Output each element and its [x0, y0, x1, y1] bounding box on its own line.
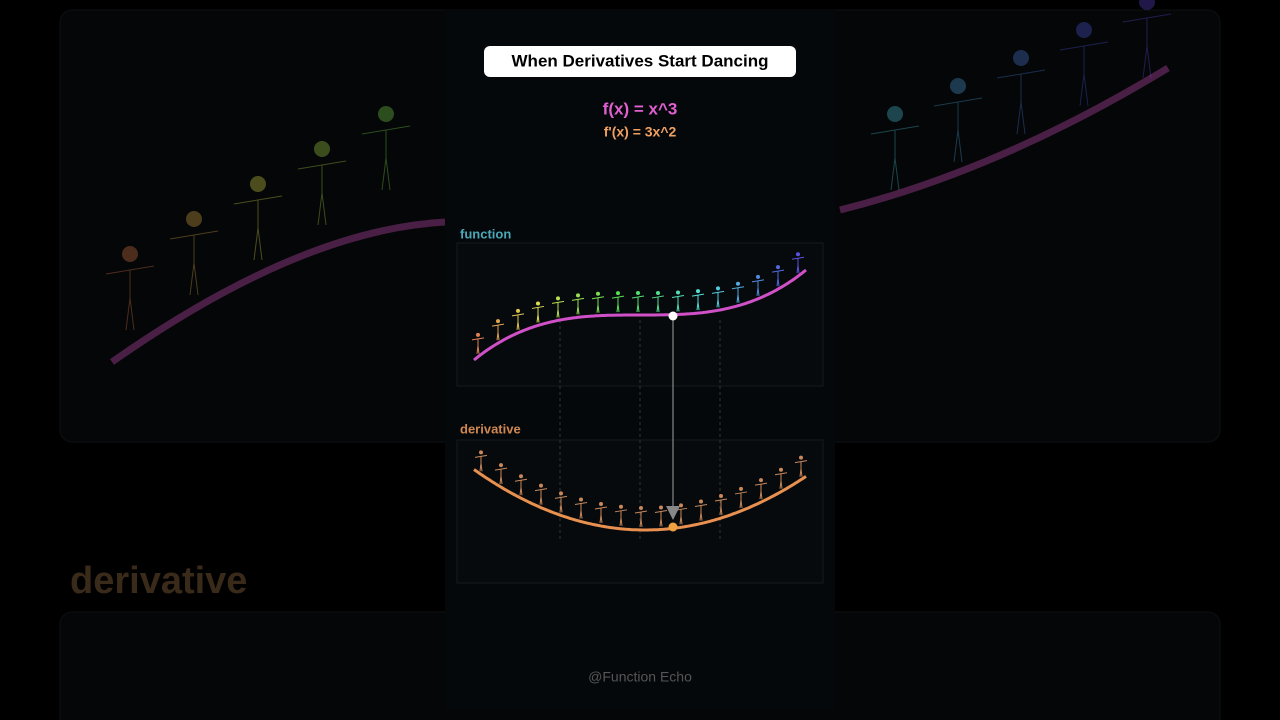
- stick-figure: [105, 246, 155, 331]
- stick-figure: [674, 503, 688, 525]
- stick-figure: [297, 141, 347, 226]
- stick-figure: [511, 308, 525, 330]
- stick-figure: [771, 265, 785, 287]
- stick-figure: [554, 491, 568, 513]
- stick-figure: [169, 211, 219, 296]
- stick-figure: [694, 499, 708, 521]
- derivative-curve: [473, 468, 807, 532]
- stick-figure: [1122, 0, 1172, 79]
- stick-figure: [631, 291, 645, 313]
- stick-figure: [794, 455, 808, 477]
- function-point: [668, 311, 678, 321]
- title: When Derivatives Start Dancing: [512, 51, 769, 70]
- stick-figure: [614, 504, 628, 526]
- stick-figure: [574, 497, 588, 519]
- figures: [471, 252, 808, 528]
- stick-figure: [654, 505, 668, 527]
- bg-figures: [105, 0, 1172, 331]
- derivative-label: derivative: [460, 421, 521, 436]
- stick-figure: [731, 281, 745, 303]
- stick-figure: [791, 252, 805, 274]
- bg-label: derivative: [70, 560, 247, 602]
- stick-figure: [754, 478, 768, 500]
- stick-figure: [711, 286, 725, 308]
- stick-figure: [751, 274, 765, 296]
- bg-curve: [109, 218, 446, 365]
- arrow-head: [666, 506, 680, 520]
- stick-figure: [594, 501, 608, 524]
- stick-figure: [361, 106, 411, 191]
- stick-figure: [534, 483, 548, 505]
- stick-figure: [933, 78, 983, 163]
- stick-figure: [571, 293, 585, 315]
- function-formula: f(x) = x^3: [603, 99, 678, 118]
- stick-figure: [734, 486, 748, 508]
- stick-figure: [671, 290, 685, 312]
- stick-figure: [491, 319, 505, 341]
- stick-figure: [551, 296, 565, 318]
- derivative-panel: [456, 439, 824, 584]
- stick-figure: [233, 176, 283, 261]
- derivative-point: [668, 522, 678, 532]
- stick-figure: [691, 289, 705, 311]
- stick-figure: [714, 494, 728, 516]
- stick-figure: [651, 290, 665, 313]
- stick-figure: [494, 463, 508, 485]
- stick-figure: [870, 106, 920, 191]
- stick-figure: [774, 467, 788, 489]
- function-curve: [473, 268, 807, 362]
- stick-figure: [474, 450, 488, 472]
- bg-curve: [839, 65, 1170, 214]
- title-box: [484, 46, 796, 77]
- stick-figure: [611, 291, 625, 313]
- stick-figure: [471, 332, 485, 354]
- guides: [559, 320, 721, 540]
- function-label: function: [460, 226, 511, 241]
- stick-figure: [1059, 22, 1109, 107]
- derivative-formula: f'(x) = 3x^2: [604, 124, 677, 140]
- stick-figure: [514, 474, 528, 496]
- stick-figure: [531, 301, 545, 323]
- stick-figure: [634, 505, 648, 528]
- watermark: @Function Echo: [588, 669, 692, 685]
- stick-figure: [591, 291, 605, 313]
- stick-figure: [996, 50, 1046, 135]
